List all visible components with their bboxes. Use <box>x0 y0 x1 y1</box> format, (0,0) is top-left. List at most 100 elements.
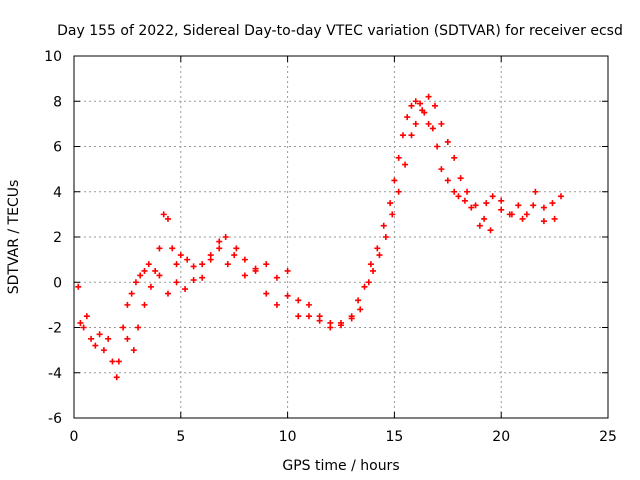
x-tick-label: 25 <box>599 429 617 445</box>
data-point <box>83 313 90 320</box>
data-point <box>124 335 131 342</box>
data-point <box>241 272 248 279</box>
data-point <box>382 234 389 240</box>
data-point <box>132 279 139 286</box>
data-point <box>361 283 368 290</box>
data-point <box>431 102 438 109</box>
data-point <box>295 313 302 320</box>
data-point <box>173 261 180 268</box>
data-point <box>241 256 248 263</box>
data-point <box>273 301 280 308</box>
data-point <box>130 347 137 354</box>
data-point <box>305 313 312 320</box>
data-point <box>160 211 167 218</box>
data-point <box>498 197 505 204</box>
data-point <box>468 204 475 211</box>
data-point <box>348 315 355 322</box>
data-point <box>389 211 396 218</box>
data-point <box>113 374 120 381</box>
data-point <box>558 193 565 200</box>
data-point <box>137 272 144 279</box>
data-point <box>177 252 184 259</box>
data-point <box>100 347 107 354</box>
data-point <box>327 319 334 326</box>
data-point <box>483 200 490 207</box>
data-point <box>487 227 494 234</box>
data-point <box>273 274 280 281</box>
data-point <box>429 125 436 132</box>
data-point <box>540 218 547 225</box>
data-point <box>387 200 394 207</box>
data-point <box>152 267 159 274</box>
series-sdtvar-alt- <box>124 93 558 354</box>
data-point <box>412 120 419 127</box>
data-point <box>216 245 223 252</box>
grid <box>73 55 609 419</box>
data-point <box>222 234 229 240</box>
data-point <box>252 265 259 272</box>
data-point <box>370 267 377 274</box>
data-point <box>190 263 197 270</box>
data-point <box>523 211 530 218</box>
data-point <box>96 331 103 338</box>
data-point <box>284 292 291 299</box>
data-point <box>263 261 270 268</box>
data-point <box>498 206 505 213</box>
data-point <box>199 261 206 268</box>
data-point <box>412 98 419 105</box>
data-point <box>124 301 131 308</box>
data-point <box>365 279 372 286</box>
data-point <box>444 177 451 184</box>
data-point <box>355 297 362 304</box>
data-point <box>395 188 402 195</box>
data-point <box>316 313 323 320</box>
data-point <box>156 245 163 252</box>
y-tick-label: -4 <box>48 366 62 382</box>
data-point <box>338 322 344 329</box>
data-point <box>164 290 171 297</box>
data-point <box>135 324 142 331</box>
data-point <box>395 154 402 161</box>
x-tick-label: 0 <box>70 429 79 445</box>
data-point <box>451 188 458 195</box>
data-point <box>141 301 148 308</box>
data-point <box>374 245 381 252</box>
data-point <box>182 286 189 293</box>
data-point <box>284 267 291 274</box>
y-axis-label: SDTVAR / TECUs <box>6 180 22 295</box>
y-tick-label: -2 <box>48 321 62 337</box>
data-point <box>391 177 398 184</box>
data-points <box>75 93 565 381</box>
data-point <box>464 188 471 195</box>
data-point <box>551 215 558 222</box>
x-tick-label: 20 <box>492 429 510 445</box>
data-point <box>115 358 122 365</box>
y-tick-label: 0 <box>53 275 62 291</box>
data-point <box>540 204 547 211</box>
data-point <box>88 335 95 342</box>
x-tick-label: 5 <box>176 429 185 445</box>
plot-frame <box>73 55 609 419</box>
data-point <box>92 342 99 349</box>
data-point <box>508 211 515 218</box>
x-tick-label: 15 <box>385 429 403 445</box>
data-point <box>120 324 127 331</box>
data-point <box>419 107 426 114</box>
data-point <box>461 197 468 204</box>
data-point <box>145 261 152 268</box>
tick-labels: 0 5 10 15 20 25 -6 -4 -2 0 2 4 6 8 10 <box>44 49 617 445</box>
data-point <box>263 290 270 297</box>
data-point <box>434 143 441 150</box>
data-point <box>169 245 176 252</box>
data-point <box>519 215 526 222</box>
data-point <box>105 335 112 342</box>
data-point <box>173 279 180 286</box>
data-point <box>515 202 522 209</box>
data-point <box>425 93 432 100</box>
data-point <box>472 202 479 209</box>
data-point <box>295 297 302 304</box>
data-point <box>141 267 148 274</box>
data-point <box>224 261 231 268</box>
data-point <box>128 290 135 297</box>
